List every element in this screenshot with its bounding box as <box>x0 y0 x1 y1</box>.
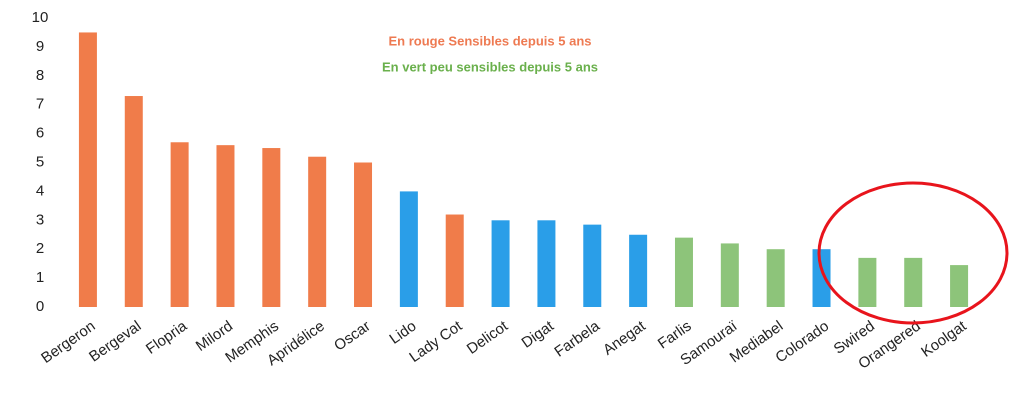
y-tick-label: 2 <box>36 240 44 257</box>
bar <box>720 243 739 307</box>
y-tick-label: 3 <box>36 211 44 228</box>
y-tick-label: 0 <box>36 298 44 315</box>
bar <box>354 162 373 307</box>
bar <box>950 265 969 307</box>
bar <box>537 220 556 307</box>
x-tick-label: Oscar <box>331 318 374 355</box>
bar <box>399 191 418 307</box>
bar <box>583 224 602 307</box>
bar <box>308 156 327 307</box>
bar <box>78 32 97 307</box>
y-tick-label: 9 <box>36 38 44 55</box>
bar <box>674 237 693 307</box>
bar <box>170 142 189 307</box>
x-tick-label: Lady Cot <box>406 317 466 366</box>
y-tick-label: 10 <box>32 9 49 26</box>
y-tick-label: 8 <box>36 67 44 84</box>
y-tick-label: 4 <box>36 182 44 199</box>
x-tick-label: Lido <box>386 318 419 348</box>
y-tick-label: 6 <box>36 125 44 142</box>
y-tick-label: 1 <box>36 269 44 286</box>
bar <box>216 145 235 307</box>
bar <box>629 234 648 307</box>
bar <box>812 249 831 307</box>
highlight-ellipse <box>817 181 1009 325</box>
bar <box>445 214 464 307</box>
bar <box>124 96 143 307</box>
bar <box>262 148 281 307</box>
bar <box>904 257 923 307</box>
annotation: En vert peu sensibles depuis 5 ans <box>382 59 598 74</box>
annotation: En rouge Sensibles depuis 5 ans <box>388 33 591 48</box>
x-tick-label: Anegat <box>600 317 649 359</box>
bar <box>491 220 510 307</box>
bar <box>858 257 877 307</box>
x-tick-label: Delicot <box>464 317 512 358</box>
bar <box>766 249 785 307</box>
x-tick-label: Flopria <box>143 317 191 358</box>
y-tick-label: 7 <box>36 96 44 113</box>
x-tick-label: Farbela <box>551 317 603 360</box>
x-tick-label: Bergeval <box>86 318 144 366</box>
y-tick-label: 5 <box>36 153 44 170</box>
x-tick-label: Bergeron <box>38 318 98 367</box>
